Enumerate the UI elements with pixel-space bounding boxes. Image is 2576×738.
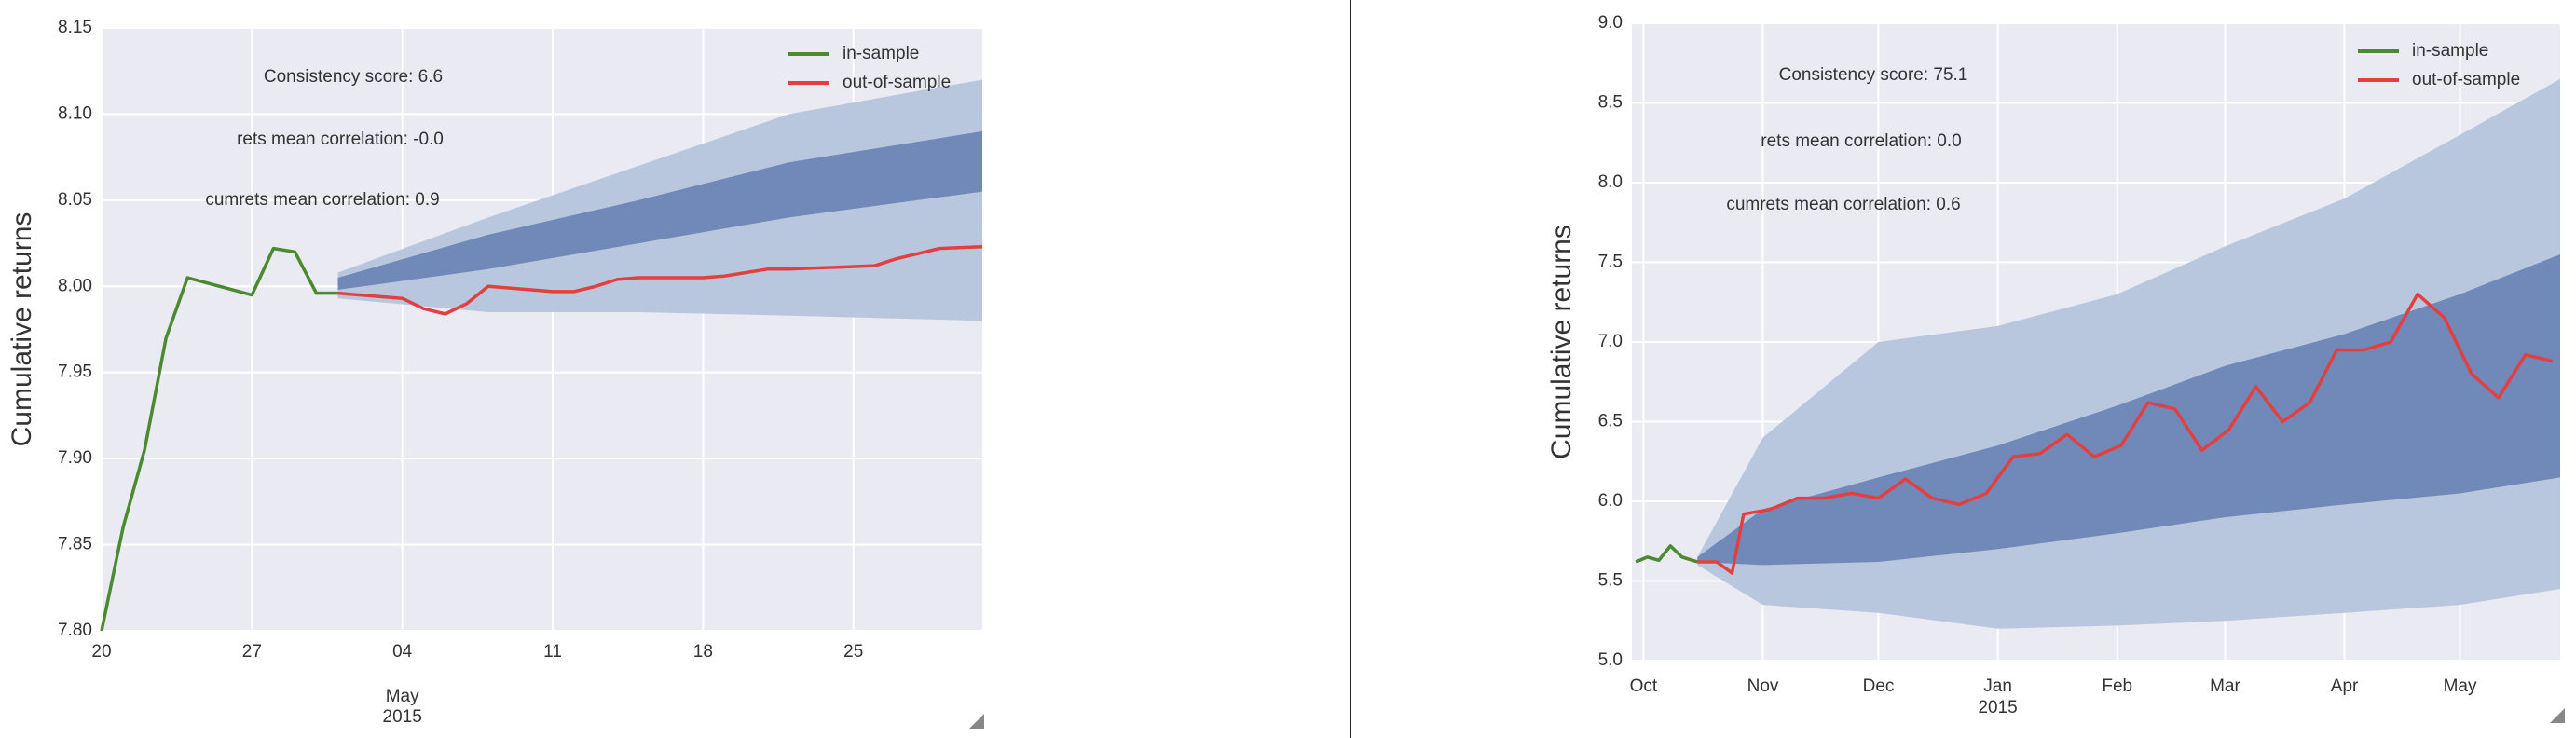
x-year-label: 2015 — [1978, 698, 2017, 718]
forecast-band — [337, 130, 982, 290]
x-tick-label: 04 — [392, 642, 413, 662]
y-tick-label: 5.5 — [1598, 571, 1623, 591]
y-tick-label: 8.5 — [1598, 93, 1623, 113]
y-tick-label: 8.05 — [58, 190, 92, 210]
legend-label: out-of-sample — [843, 73, 951, 92]
resize-handle — [2550, 708, 2565, 723]
series-line — [1697, 292, 2554, 575]
legend-label: in-sample — [843, 44, 919, 63]
x-tick-label: 20 — [91, 642, 111, 662]
y-axis-label: Cumulative returns — [7, 212, 37, 447]
chart: 7.80 7.85 7.90 7.95 8.00 8.05 8.10 8.15 20 27 04 11… — [7, 18, 983, 727]
y-tick-label: 7.5 — [1598, 253, 1623, 272]
y-axis-label: Cumulative returns — [1546, 225, 1577, 459]
resize-handle — [969, 714, 984, 729]
y-tick-label: 9.0 — [1598, 13, 1623, 33]
y-tick-label: 7.0 — [1598, 332, 1623, 351]
x-tick-label: Nov — [1747, 676, 1779, 696]
x-tick-label: Mar — [2210, 676, 2240, 696]
y-tick-label: 7.95 — [58, 362, 92, 382]
annotation: rets mean correlation: -0.0 — [237, 130, 444, 149]
x-tick-label: Dec — [1863, 676, 1895, 696]
y-tick-label: 5.0 — [1598, 650, 1623, 670]
x-period-label: May — [386, 687, 419, 706]
x-tick-label: Apr — [2331, 676, 2359, 696]
y-tick-label: 7.85 — [58, 535, 92, 554]
x-tick-label: Jan — [1983, 676, 2012, 696]
annotation: Consistency score: 6.6 — [264, 67, 443, 87]
legend-label: in-sample — [2412, 41, 2488, 61]
x-tick-label: 11 — [543, 642, 562, 662]
y-tick-label: 8.0 — [1598, 172, 1623, 192]
series-line — [100, 246, 338, 632]
series-line — [337, 245, 983, 316]
y-tick-label: 8.15 — [58, 18, 92, 37]
series-line — [1635, 544, 1698, 564]
x-tick-label: 27 — [242, 642, 262, 662]
y-tick-label: 7.90 — [58, 448, 92, 468]
x-tick-label: 18 — [693, 642, 713, 662]
annotation: cumrets mean correlation: 0.9 — [205, 190, 439, 210]
y-tick-label: 8.10 — [58, 103, 92, 123]
annotation: rets mean correlation: 0.0 — [1761, 131, 1961, 151]
y-tick-label: 8.00 — [58, 276, 92, 295]
legend-label: out-of-sample — [2412, 70, 2520, 89]
forecast-band — [1697, 253, 2560, 566]
x-tick-label: Feb — [2102, 676, 2132, 696]
annotation: Consistency score: 75.1 — [1779, 65, 1968, 85]
x-tick-label: May — [2444, 676, 2477, 696]
x-year-label: 2015 — [383, 707, 422, 727]
annotation: cumrets mean correlation: 0.6 — [1726, 195, 1960, 214]
chart: 5.0 5.5 6.0 6.5 7.0 7.5 8.0 8.5 9.0 Oct Nov Dec Jan F… — [1546, 13, 2560, 718]
y-tick-label: 7.80 — [58, 621, 92, 640]
x-tick-label: 25 — [843, 642, 863, 662]
y-tick-label: 6.5 — [1598, 412, 1623, 431]
y-tick-label: 6.0 — [1598, 491, 1623, 511]
x-tick-label: Oct — [1630, 676, 1658, 696]
